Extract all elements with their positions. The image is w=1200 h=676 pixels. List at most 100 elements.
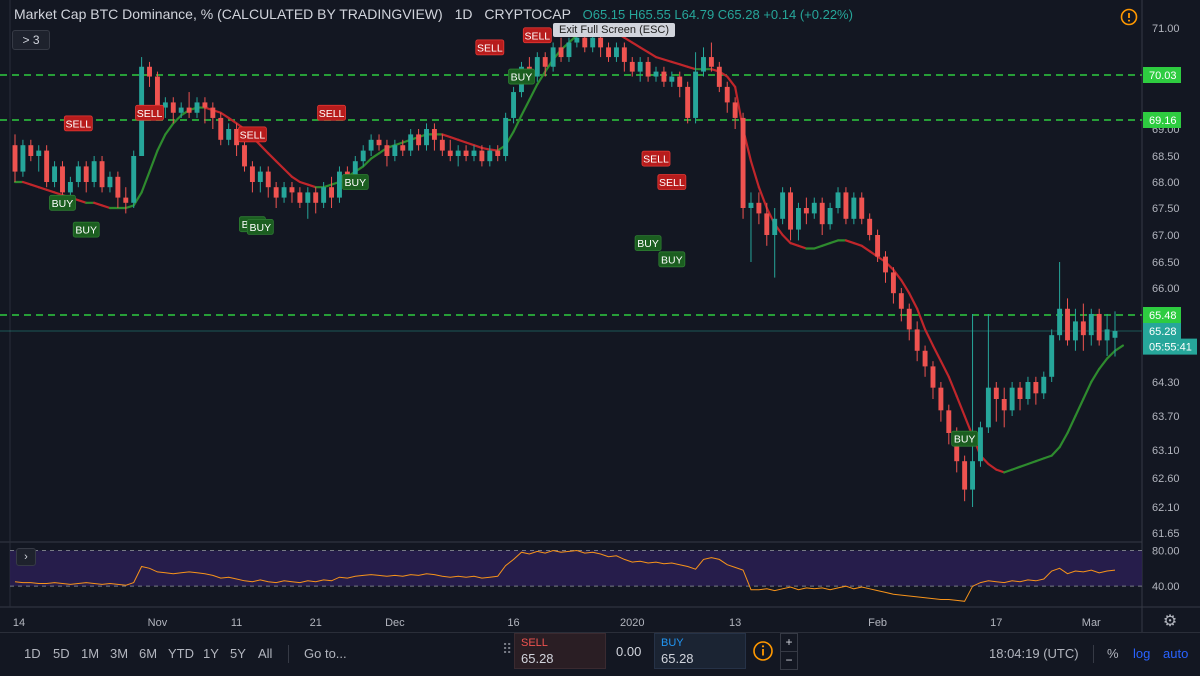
candle[interactable]: [495, 145, 501, 162]
candle[interactable]: [455, 145, 461, 167]
candle[interactable]: [408, 129, 414, 156]
candle[interactable]: [906, 303, 912, 341]
candle[interactable]: [281, 182, 287, 203]
candle[interactable]: [360, 145, 366, 167]
candle[interactable]: [843, 187, 849, 225]
candle[interactable]: [242, 139, 247, 172]
settings-icon[interactable]: ⚙: [1163, 613, 1177, 630]
sell-button[interactable]: SELL 65.28: [514, 633, 606, 669]
candle[interactable]: [701, 47, 706, 77]
candle[interactable]: [1065, 298, 1070, 346]
candle[interactable]: [1104, 313, 1110, 356]
candle[interactable]: [91, 156, 97, 188]
candle[interactable]: [265, 166, 271, 198]
candle[interactable]: [28, 139, 34, 162]
candle[interactable]: [202, 97, 208, 124]
candle[interactable]: [1072, 308, 1078, 351]
candle[interactable]: [851, 192, 857, 225]
candle[interactable]: [867, 213, 873, 241]
percent-scale-toggle[interactable]: %: [1107, 646, 1119, 661]
candle[interactable]: [1033, 376, 1039, 405]
warning-icon[interactable]: [1120, 8, 1138, 26]
candle[interactable]: [938, 382, 944, 422]
candle[interactable]: [780, 187, 786, 225]
price-chart[interactable]: BUYSELLBUYSELLSELLBUYBUYSELLBUYSELLBUYSE…: [0, 0, 1200, 632]
candle[interactable]: [12, 134, 18, 182]
candle[interactable]: [819, 197, 825, 235]
candle[interactable]: [178, 102, 184, 118]
candle[interactable]: [732, 97, 738, 129]
decrease-quantity-button[interactable]: −: [780, 651, 798, 670]
timeframe-1d[interactable]: 1D: [24, 646, 41, 661]
candle[interactable]: [289, 182, 295, 203]
candle[interactable]: [993, 382, 999, 422]
symbol-title[interactable]: Market Cap BTC Dominance, % (CALCULATED …: [14, 6, 443, 22]
candle[interactable]: [1049, 329, 1055, 382]
timeframe-1m[interactable]: 1M: [81, 646, 100, 661]
candle[interactable]: [883, 251, 888, 283]
candle[interactable]: [629, 57, 635, 77]
auto-scale-toggle[interactable]: auto: [1163, 646, 1189, 661]
candle[interactable]: [946, 404, 952, 445]
candle[interactable]: [424, 123, 429, 151]
indicator-pane-collapse-button[interactable]: ›: [16, 548, 36, 566]
candle[interactable]: [811, 197, 817, 219]
interval[interactable]: 1D: [454, 6, 473, 22]
candle[interactable]: [471, 145, 477, 162]
candle[interactable]: [257, 166, 263, 193]
candle[interactable]: [186, 92, 192, 118]
candle[interactable]: [803, 197, 809, 225]
candle[interactable]: [716, 61, 722, 93]
timeframe-3m[interactable]: 3M: [110, 646, 129, 661]
candle[interactable]: [637, 57, 643, 82]
candle[interactable]: [558, 37, 564, 62]
candle[interactable]: [147, 61, 152, 87]
candle[interactable]: [653, 66, 659, 82]
timeframe-all[interactable]: All: [258, 646, 273, 661]
candle[interactable]: [1009, 382, 1015, 416]
candle[interactable]: [297, 187, 303, 208]
candle[interactable]: [321, 182, 327, 208]
candle[interactable]: [685, 81, 691, 124]
candle[interactable]: [748, 192, 754, 262]
candle[interactable]: [503, 112, 509, 162]
candle[interactable]: [764, 202, 770, 246]
candle[interactable]: [1088, 308, 1094, 346]
candle[interactable]: [107, 171, 113, 193]
candle[interactable]: [337, 166, 342, 203]
candle[interactable]: [234, 123, 240, 156]
candle[interactable]: [384, 139, 390, 167]
candle[interactable]: [1001, 387, 1007, 428]
candle[interactable]: [511, 86, 517, 124]
candle[interactable]: [487, 145, 493, 167]
candle[interactable]: [970, 313, 976, 507]
candle[interactable]: [1025, 376, 1031, 405]
candle[interactable]: [52, 161, 58, 188]
increase-quantity-button[interactable]: +: [780, 633, 798, 652]
candle[interactable]: [218, 112, 224, 146]
candle[interactable]: [463, 145, 469, 162]
candle[interactable]: [898, 288, 904, 322]
candle[interactable]: [75, 161, 81, 188]
candle[interactable]: [210, 102, 216, 129]
indicator-collapse-button[interactable]: > 3: [12, 30, 50, 50]
candle[interactable]: [930, 361, 936, 399]
candle[interactable]: [922, 345, 928, 377]
candle[interactable]: [170, 97, 176, 124]
candle[interactable]: [859, 192, 865, 225]
timeframe-1y[interactable]: 1Y: [203, 646, 219, 661]
goto-date-button[interactable]: Go to...: [304, 646, 347, 661]
candle[interactable]: [677, 71, 683, 98]
candle[interactable]: [962, 455, 968, 502]
candle[interactable]: [416, 129, 422, 151]
candle[interactable]: [1041, 371, 1047, 399]
candle[interactable]: [60, 161, 65, 198]
candle[interactable]: [1017, 382, 1023, 411]
candle[interactable]: [550, 42, 556, 72]
candle[interactable]: [162, 97, 168, 118]
candle[interactable]: [1057, 262, 1063, 341]
candle[interactable]: [439, 134, 445, 156]
candle[interactable]: [669, 71, 675, 87]
timeframe-5y[interactable]: 5Y: [230, 646, 246, 661]
candle[interactable]: [661, 66, 667, 87]
